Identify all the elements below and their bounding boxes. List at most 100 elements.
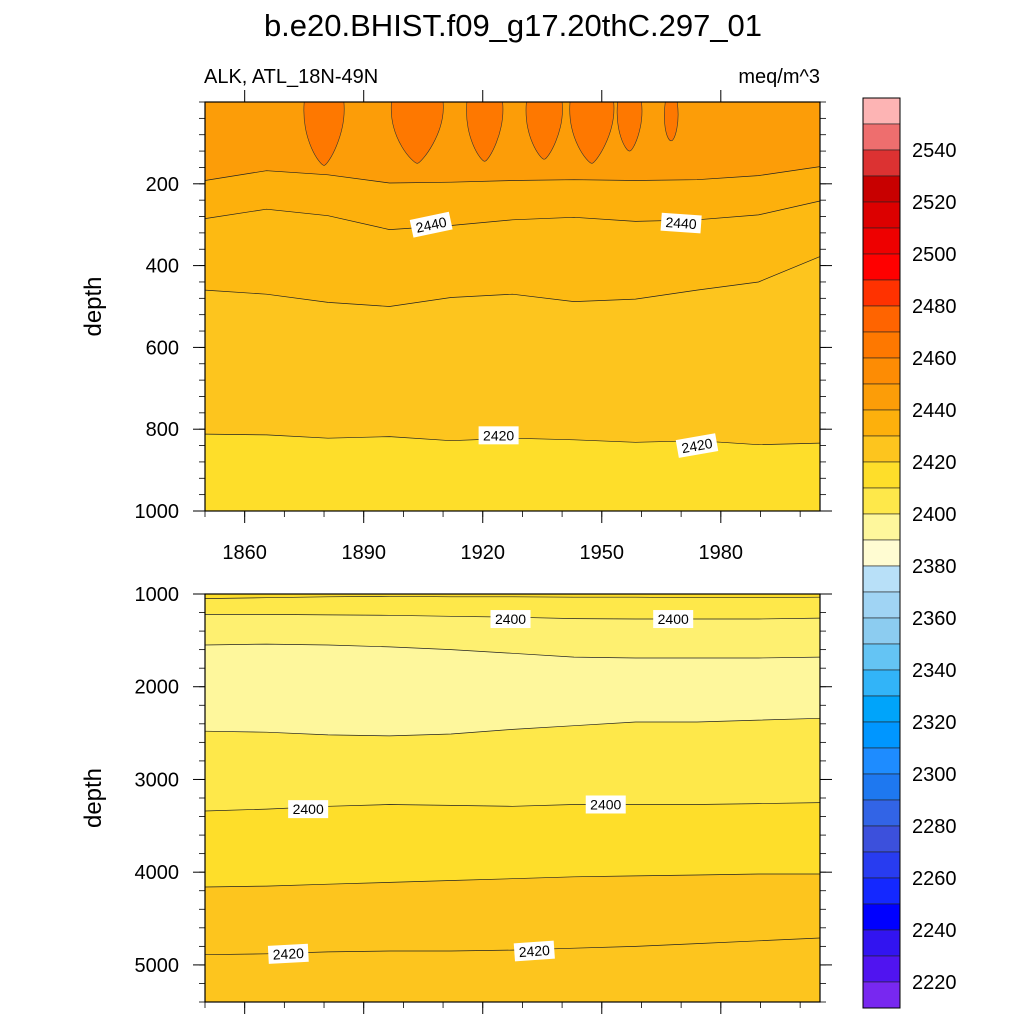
y-tick-label: 800	[146, 419, 179, 441]
colorbar: 2540 2520 2500 2480 2460 2440 2420 2400 2380 2360…	[862, 97, 957, 1009]
contour-label-box	[490, 610, 531, 629]
contour-label-box	[409, 211, 453, 238]
colorbar-label: 2440	[912, 400, 957, 422]
colorbar-bin	[862, 721, 901, 749]
colorbar-bin	[862, 773, 901, 801]
contour-label: 2420	[478, 426, 519, 445]
contour-label-box	[513, 940, 555, 962]
colorbar-label: 2220	[912, 972, 957, 994]
colorbar-label: 2300	[912, 764, 957, 786]
colorbar-label: 2260	[912, 868, 957, 890]
contour-label-text: 2400	[293, 801, 324, 817]
contour-label: 2420	[267, 943, 309, 964]
contour-label-text: 2400	[658, 611, 689, 627]
contour-label-box	[288, 800, 329, 819]
contour-label-text: 2440	[665, 214, 697, 232]
colorbar-bin	[862, 227, 901, 255]
colorbar-label: 2500	[912, 244, 957, 266]
colorbar-label: 2540	[912, 140, 957, 162]
colorbar-label: 2360	[912, 608, 957, 630]
x-tick-label: 1980	[699, 542, 744, 564]
colorbar-bin	[862, 331, 901, 359]
upper-panel: 2440 2440 2420 2420 200 400 600 800 1000 1860 1890…	[80, 90, 832, 564]
colorbar-bin	[862, 565, 901, 593]
colorbar-bin	[862, 409, 901, 437]
contour-label-box	[478, 426, 519, 445]
colorbar-bin	[862, 929, 901, 957]
colorbar-bin	[862, 149, 901, 177]
contour-label-text: 2440	[414, 214, 448, 236]
colorbar-label: 2320	[912, 712, 957, 734]
contour-label: 2400	[490, 610, 531, 629]
surface-patch	[303, 101, 345, 166]
chart-title: b.e20.BHIST.f09_g17.20thC.297_01	[264, 8, 762, 43]
y-tick-label: 200	[146, 174, 179, 196]
colorbar-bin	[862, 97, 901, 125]
y-tick-label: 2000	[135, 677, 180, 699]
colorbar-bin	[862, 695, 901, 723]
colorbar-bin	[862, 279, 901, 307]
colorbar-bin	[862, 669, 901, 697]
contour-line-2430	[204, 200, 821, 230]
surface-patch	[525, 101, 563, 160]
contour-label: 2440	[409, 211, 453, 238]
surface-patch	[466, 101, 504, 162]
colorbar-label: 2520	[912, 192, 957, 214]
contour-label: 2420	[513, 940, 555, 962]
contour-line-2405	[204, 873, 820, 888]
y-tick-label: 4000	[135, 862, 180, 884]
colorbar-bin	[862, 981, 901, 1009]
contour-label-box	[660, 212, 702, 234]
contour-label-box	[267, 943, 309, 964]
colorbar-bin	[862, 487, 901, 515]
y-tick-label: 1000	[135, 584, 180, 606]
contour-label-box	[653, 610, 694, 629]
contour-label-text: 2420	[272, 945, 304, 963]
colorbar-bin	[862, 747, 901, 775]
contour-label-box	[675, 433, 719, 458]
contour-label-text: 2420	[518, 942, 550, 960]
colorbar-bin	[862, 461, 901, 489]
colorbar-label: 2240	[912, 920, 957, 942]
contour-line-2420	[204, 256, 821, 307]
y-axis-label: depth	[80, 768, 107, 828]
lower-panel: 2400 2400 2400 2400 2420 2420 1000 2000 3000 4000…	[80, 584, 832, 1014]
colorbar-bin	[862, 903, 901, 931]
colorbar-bin	[862, 877, 901, 905]
colorbar-bin	[862, 357, 901, 385]
surface-patch	[616, 101, 643, 152]
colorbar-bin	[862, 383, 901, 411]
colorbar-label: 2280	[912, 816, 957, 838]
y-tick-label: 1000	[135, 501, 180, 523]
y-tick-label: 400	[146, 256, 179, 278]
colorbar-bin	[862, 643, 901, 671]
x-tick-label: 1920	[460, 542, 505, 564]
x-tick-label: 1890	[341, 542, 386, 564]
contour-label: 2440	[660, 212, 702, 234]
colorbar-label: 2480	[912, 296, 957, 318]
x-tick-label: 1860	[222, 542, 267, 564]
colorbar-label: 2460	[912, 348, 957, 370]
contour-label: 2400	[653, 610, 694, 629]
colorbar-bin	[862, 539, 901, 567]
contour-line-2440	[204, 166, 821, 184]
contour-label-text: 2420	[483, 427, 514, 443]
subtitle-left: ALK, ATL_18N-49N	[204, 66, 378, 88]
colorbar-bin	[862, 591, 901, 619]
colorbar-bin	[862, 175, 901, 203]
contour-label-text: 2420	[680, 435, 714, 456]
contour-label: 2400	[585, 795, 626, 814]
colorbar-label: 2400	[912, 504, 957, 526]
surface-patch	[391, 101, 444, 164]
surface-patch	[569, 101, 615, 164]
panel-frame	[204, 101, 821, 512]
colorbar-label: 2420	[912, 452, 957, 474]
colorbar-bin	[862, 253, 901, 281]
y-tick-label: 5000	[135, 955, 180, 977]
contour-label-box	[585, 795, 626, 814]
contour-label-text: 2400	[495, 611, 526, 627]
colorbar-label: 2340	[912, 660, 957, 682]
colorbar-bin	[862, 799, 901, 827]
colorbar-bin	[862, 851, 901, 879]
